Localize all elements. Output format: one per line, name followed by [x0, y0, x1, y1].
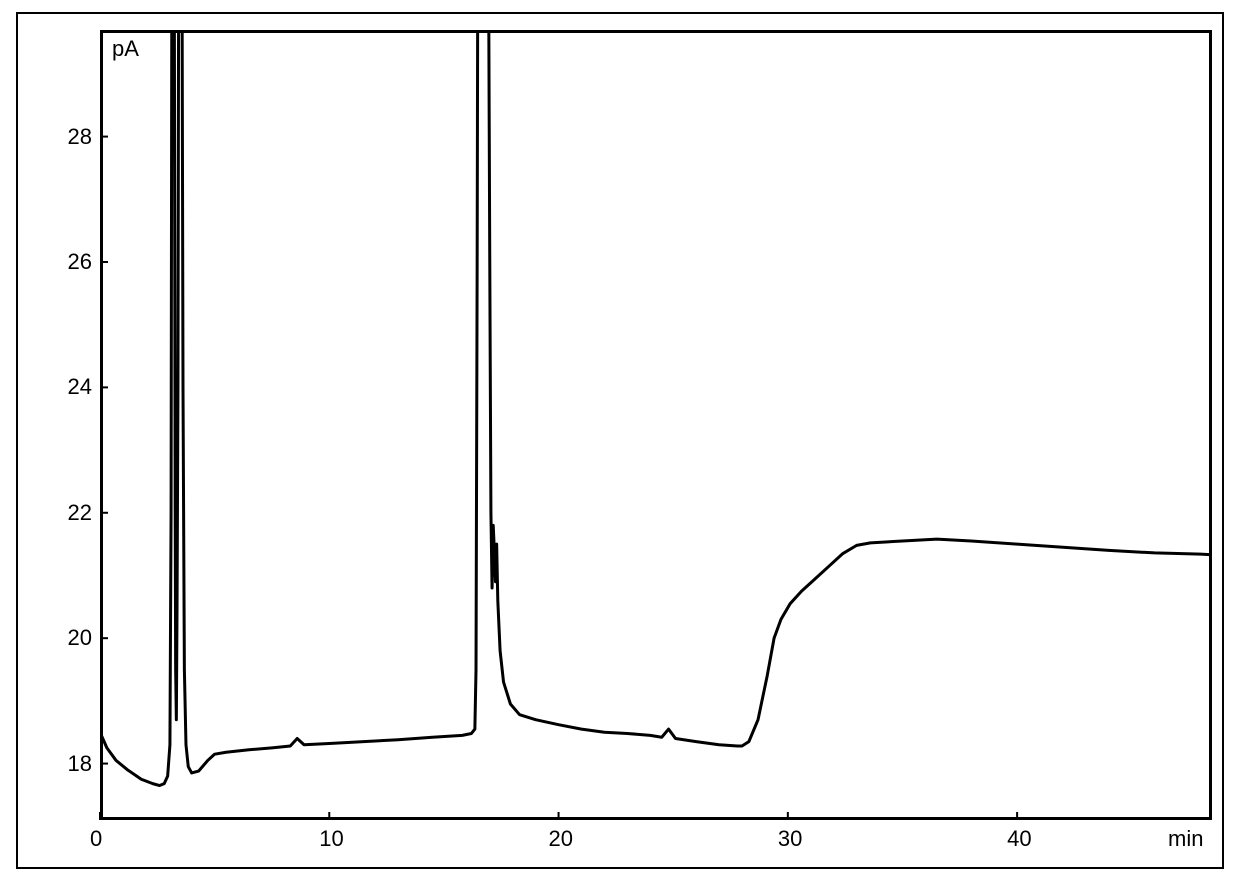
x-tick-label: 40 [1007, 826, 1031, 852]
y-tick-label: 24 [52, 374, 92, 400]
x-tick-label: 30 [778, 826, 802, 852]
x-tick-label: 0 [90, 826, 102, 852]
x-tick-label: 20 [549, 826, 573, 852]
y-tick-label: 26 [52, 249, 92, 275]
y-tick-label: 20 [52, 625, 92, 651]
trace-line [100, 0, 1212, 786]
y-tick-label: 18 [52, 751, 92, 777]
y-tick-label: 22 [52, 500, 92, 526]
chromatogram-chart [0, 0, 1240, 881]
y-tick-label: 28 [52, 124, 92, 150]
x-tick-label: 10 [319, 826, 343, 852]
